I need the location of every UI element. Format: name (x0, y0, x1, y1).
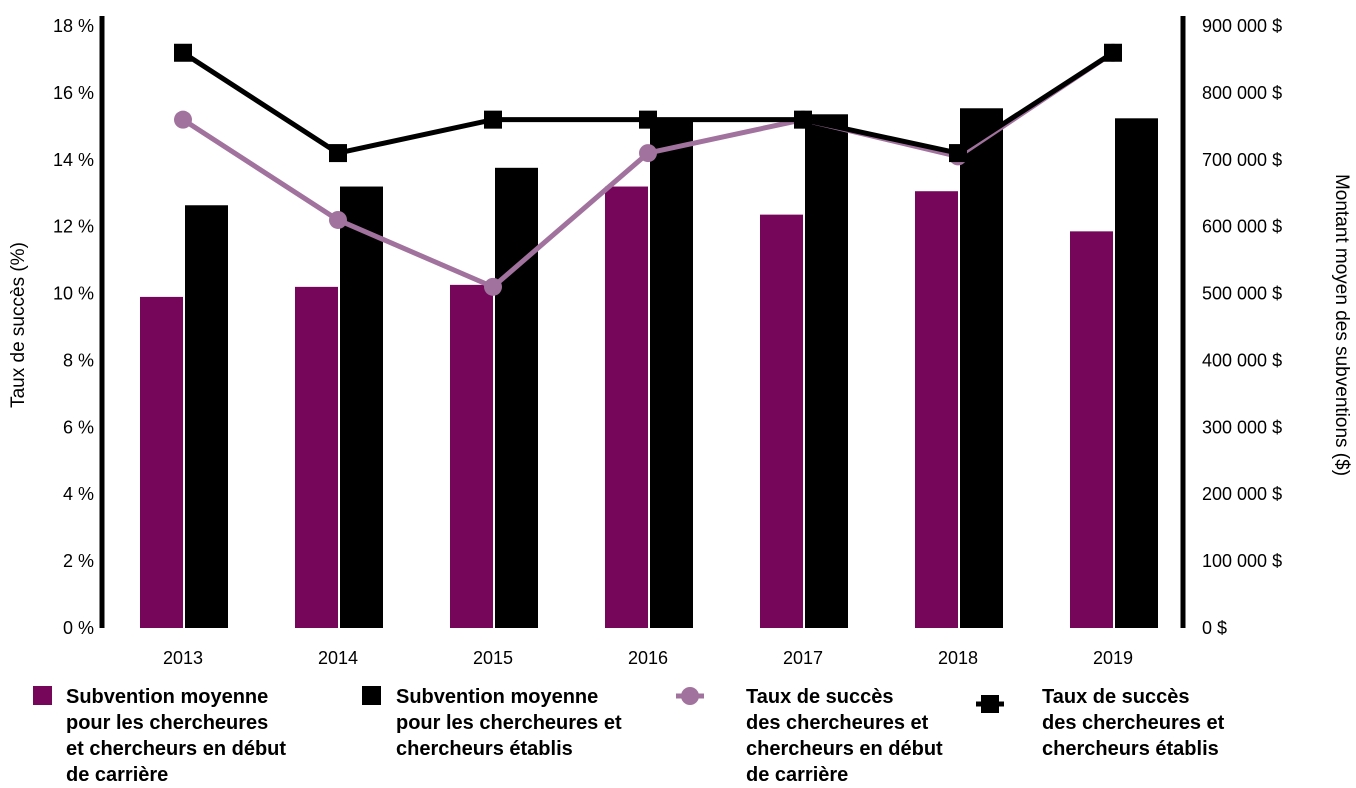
legend-line-established-text: Taux de succès (1042, 686, 1189, 708)
legend-bar-early-career-text: de carrière (66, 764, 168, 786)
point-early-career-2014 (329, 210, 347, 229)
right-tick-labels: 0 $ 100 000 $ 200 000 $ 300 000 $ 400 000 $ 5… (1202, 16, 1282, 638)
legend-line-established: Taux de succès des chercheures et chercheu… (976, 686, 1225, 760)
point-established-2017 (794, 110, 812, 129)
legend-bar-established: Subvention moyenne pour les chercheures e… (362, 686, 622, 760)
line-layer (174, 43, 1122, 296)
x-tick-label: 2018 (938, 648, 978, 668)
bar-established-2018 (960, 108, 1003, 629)
y-left-tick-label: 4 % (63, 484, 94, 504)
y-right-tick-label: 700 000 $ (1202, 150, 1282, 170)
x-tick-label: 2017 (783, 648, 823, 668)
axes (99, 16, 1186, 628)
point-early-career-2015 (484, 277, 502, 296)
point-early-career-2013 (174, 110, 192, 129)
bar-early-career-2013 (140, 296, 183, 628)
x-tick-label: 2013 (163, 648, 203, 668)
point-established-2016 (639, 110, 657, 129)
point-established-2014 (329, 144, 347, 163)
y-right-tick-label: 800 000 $ (1202, 83, 1282, 103)
y-left-tick-label: 8 % (63, 350, 94, 370)
point-established-2019 (1104, 43, 1122, 62)
x-tick-label: 2015 (473, 648, 513, 668)
legend-line-established-text: des chercheures et (1042, 712, 1225, 734)
legend-bar-established-text: pour les chercheures et (396, 712, 622, 734)
x-tick-label: 2016 (628, 648, 668, 668)
legend-line-early-career-text: Taux de succès (746, 686, 893, 708)
point-early-career-2016 (639, 144, 657, 163)
y-left-tick-label: 10 % (53, 284, 94, 304)
legend-bar-established-text: Subvention moyenne (396, 686, 598, 708)
y-right-tick-label: 400 000 $ (1202, 350, 1282, 370)
y-right-tick-label: 300 000 $ (1202, 417, 1282, 437)
legend-line-early-career-marker (681, 687, 699, 705)
y-left-tick-label: 6 % (63, 417, 94, 437)
point-established-2018 (949, 144, 967, 163)
left-tick-labels: 0 % 2 % 4 % 6 % 8 % 10 % 12 % 14 % 16 % 18 % (53, 16, 94, 638)
legend-line-established-text: chercheurs établis (1042, 738, 1219, 760)
bar-established-2015 (495, 167, 538, 628)
legend-line-early-career-text: des chercheures et (746, 712, 929, 734)
legend-bar-established-swatch (362, 686, 381, 705)
legend-bar-early-career-text: Subvention moyenne (66, 686, 268, 708)
x-tick-label: 2019 (1093, 648, 1133, 668)
legend-line-early-career-text: chercheurs en début (746, 738, 943, 760)
y-left-tick-label: 12 % (53, 217, 94, 237)
legend-bar-early-career-swatch (33, 686, 52, 705)
y-left-axis-title: Taux de succès (%) (8, 242, 29, 408)
y-right-axis-title: Montant moyen des subventions ($) (1331, 174, 1352, 476)
y-right-tick-label: 600 000 $ (1202, 217, 1282, 237)
bar-early-career-2018 (915, 191, 958, 628)
y-left-tick-label: 2 % (63, 551, 94, 571)
legend-bar-early-career-text: pour les chercheures (66, 712, 268, 734)
y-right-tick-label: 900 000 $ (1202, 16, 1282, 36)
legend-bar-established-text: chercheurs établis (396, 738, 573, 760)
bar-established-2013 (185, 205, 228, 629)
bar-layer (140, 108, 1158, 629)
legend-bar-early-career: Subvention moyenne pour les chercheures et… (33, 686, 286, 786)
y-right-tick-label: 100 000 $ (1202, 551, 1282, 571)
legend-bar-early-career-text: et chercheurs en début (66, 738, 286, 760)
bar-early-career-2019 (1070, 231, 1113, 629)
bar-early-career-2017 (760, 214, 803, 629)
y-left-tick-label: 16 % (53, 83, 94, 103)
point-established-2013 (174, 43, 192, 62)
bar-established-2014 (340, 186, 383, 629)
y-right-tick-label: 0 $ (1202, 618, 1227, 638)
y-right-tick-label: 500 000 $ (1202, 284, 1282, 304)
legend-line-early-career: Taux de succès des chercheures et chercheu… (676, 686, 943, 786)
bar-early-career-2014 (295, 286, 338, 628)
point-established-2015 (484, 110, 502, 129)
y-right-tick-label: 200 000 $ (1202, 484, 1282, 504)
y-left-tick-label: 0 % (63, 618, 94, 638)
bar-established-2016 (650, 119, 693, 629)
y-left-tick-label: 14 % (53, 150, 94, 170)
legend: Subvention moyenne pour les chercheures et… (33, 686, 1225, 786)
x-tick-label: 2014 (318, 648, 358, 668)
y-left-tick-label: 18 % (53, 16, 94, 36)
bar-established-2017 (805, 114, 848, 628)
bar-early-career-2016 (605, 186, 648, 629)
legend-line-established-marker (981, 695, 999, 713)
x-tick-labels: 2013 2014 2015 2016 2017 2018 2019 (163, 648, 1133, 668)
legend-line-early-career-text: de carrière (746, 764, 848, 786)
bar-early-career-2015 (450, 284, 493, 628)
bar-established-2019 (1115, 118, 1158, 628)
